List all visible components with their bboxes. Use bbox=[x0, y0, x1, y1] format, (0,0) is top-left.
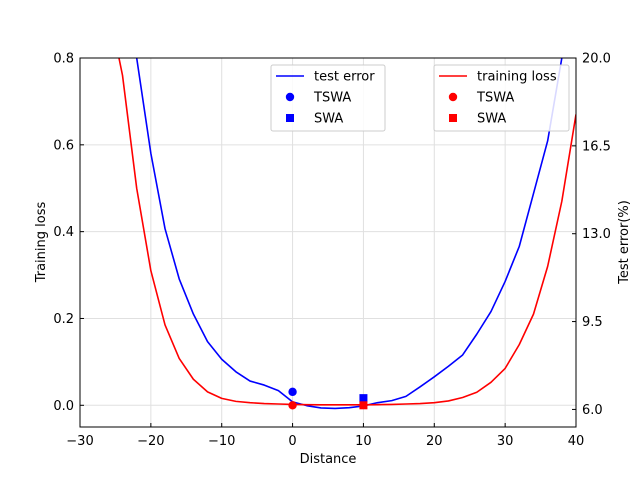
x-tick-label: 10 bbox=[355, 434, 372, 449]
marker-tswa-test-error bbox=[288, 387, 297, 397]
legend-label: SWA bbox=[477, 112, 506, 127]
x-tick-label: −20 bbox=[137, 434, 164, 449]
marker-swa-training-loss bbox=[359, 401, 368, 410]
y-axis-right: 6.0 9.5 13.0 16.5 20.0 bbox=[572, 52, 611, 418]
y-axis-left-label: Training loss bbox=[34, 202, 49, 284]
series-layer bbox=[118, 58, 576, 410]
marker-swa-test-error bbox=[359, 394, 368, 403]
marker-tswa-training-loss bbox=[288, 401, 297, 410]
legend-upper-right: training loss TSWA SWA bbox=[433, 64, 570, 132]
series-line-test-error bbox=[135, 58, 563, 410]
y-left-tick-label: 0.6 bbox=[53, 138, 74, 153]
y-right-tick-label: 16.5 bbox=[582, 139, 611, 154]
legend-label: TSWA bbox=[476, 91, 514, 106]
marker-layer bbox=[288, 387, 368, 410]
legend-label: TSWA bbox=[313, 91, 351, 106]
y-right-tick-label: 13.0 bbox=[582, 227, 611, 242]
y-right-tick-label: 6.0 bbox=[582, 403, 603, 418]
y-axis-left: 0.0 0.2 0.4 0.6 0.8 bbox=[53, 52, 84, 414]
y-axis-right-label: Test error(%) bbox=[617, 200, 632, 285]
legend-frame bbox=[433, 64, 570, 132]
legend-circle-swatch bbox=[285, 92, 295, 102]
x-tick-label: 20 bbox=[426, 434, 443, 449]
y-left-tick-label: 0.4 bbox=[53, 225, 74, 240]
legend-label: training loss bbox=[477, 70, 557, 85]
legend-label: SWA bbox=[314, 112, 343, 127]
y-right-tick-label: 9.5 bbox=[582, 315, 603, 330]
x-tick-label: 30 bbox=[497, 434, 514, 449]
x-tick-label: 40 bbox=[568, 434, 585, 449]
y-left-tick-label: 0.0 bbox=[53, 399, 74, 414]
legend-square-swatch bbox=[449, 114, 457, 122]
plot-frame bbox=[79, 57, 577, 428]
legend-circle-swatch bbox=[448, 92, 458, 102]
y-left-tick-label: 0.2 bbox=[53, 312, 74, 327]
x-tick-label: −30 bbox=[66, 434, 93, 449]
legend-upper-center: test error TSWA SWA bbox=[270, 64, 386, 132]
y-left-tick-label: 0.8 bbox=[53, 52, 74, 67]
x-axis: −30 −20 −10 0 10 20 30 40 bbox=[66, 423, 584, 449]
x-tick-label: −10 bbox=[208, 434, 235, 449]
legend-square-swatch bbox=[286, 114, 294, 122]
legends: test error TSWA SWA training loss TSWA SWA bbox=[270, 64, 570, 132]
x-axis-label: Distance bbox=[300, 452, 357, 467]
legend-label: test error bbox=[314, 70, 375, 85]
x-tick-label: 0 bbox=[288, 434, 296, 449]
legend-frame bbox=[270, 64, 386, 132]
series-line-training-loss bbox=[118, 58, 576, 406]
y-right-tick-label: 20.0 bbox=[582, 52, 611, 67]
